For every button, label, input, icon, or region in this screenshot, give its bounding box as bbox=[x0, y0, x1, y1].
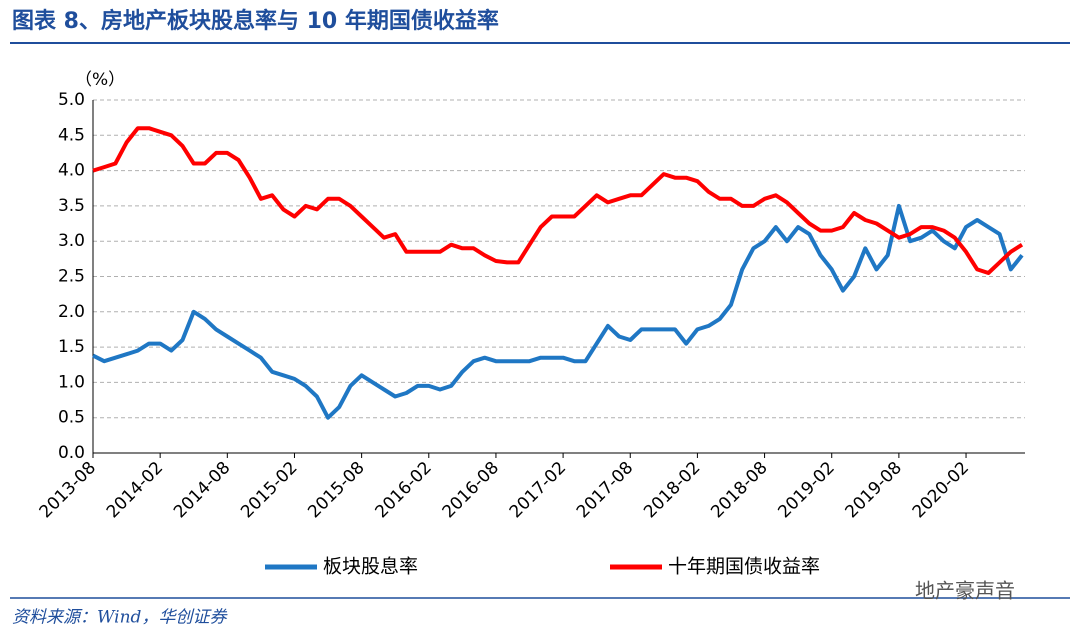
y-tick-label: 2.0 bbox=[58, 302, 85, 322]
y-tick-label: 0.0 bbox=[58, 443, 85, 463]
x-tick-label: 2016-02 bbox=[371, 458, 435, 522]
watermark: 地产豪声音 bbox=[915, 579, 1015, 603]
y-axis-label: （%） bbox=[75, 70, 125, 90]
y-tick-label: 1.0 bbox=[58, 372, 85, 392]
y-tick-label: 3.5 bbox=[58, 196, 85, 216]
x-tick-label: 2013-08 bbox=[36, 458, 100, 522]
series-line bbox=[92, 203, 1024, 420]
y-tick-label: 4.5 bbox=[58, 125, 85, 145]
x-tick-label: 2014-08 bbox=[170, 458, 234, 522]
y-tick-label: 5.0 bbox=[58, 90, 85, 110]
x-tick-label: 2017-02 bbox=[506, 458, 570, 522]
x-tick-label: 2018-08 bbox=[707, 458, 771, 522]
legend-label: 板块股息率 bbox=[323, 556, 418, 578]
x-tick-label: 2015-02 bbox=[237, 458, 301, 522]
x-tick-label: 2020-02 bbox=[909, 458, 973, 522]
chart-title: 图表 8、房地产板块股息率与 10 年期国债收益率 bbox=[12, 8, 499, 34]
y-tick-label: 2.5 bbox=[58, 267, 85, 287]
x-tick-label: 2017-08 bbox=[573, 458, 637, 522]
y-tick-label: 0.5 bbox=[58, 408, 85, 428]
source-note: 资料来源：Wind，华创证券 bbox=[12, 608, 228, 628]
x-tick-label: 2015-08 bbox=[304, 458, 368, 522]
series-line bbox=[92, 126, 1024, 275]
x-tick-label: 2014-02 bbox=[103, 458, 167, 522]
x-tick-label: 2016-08 bbox=[439, 458, 503, 522]
y-tick-label: 1.5 bbox=[58, 337, 85, 357]
legend-label: 十年期国债收益率 bbox=[668, 556, 820, 578]
y-tick-label: 3.0 bbox=[58, 231, 85, 251]
x-tick-label: 2018-02 bbox=[640, 458, 704, 522]
y-tick-label: 4.0 bbox=[58, 161, 85, 181]
x-tick-label: 2019-02 bbox=[774, 458, 838, 522]
x-tick-label: 2019-08 bbox=[842, 458, 906, 522]
